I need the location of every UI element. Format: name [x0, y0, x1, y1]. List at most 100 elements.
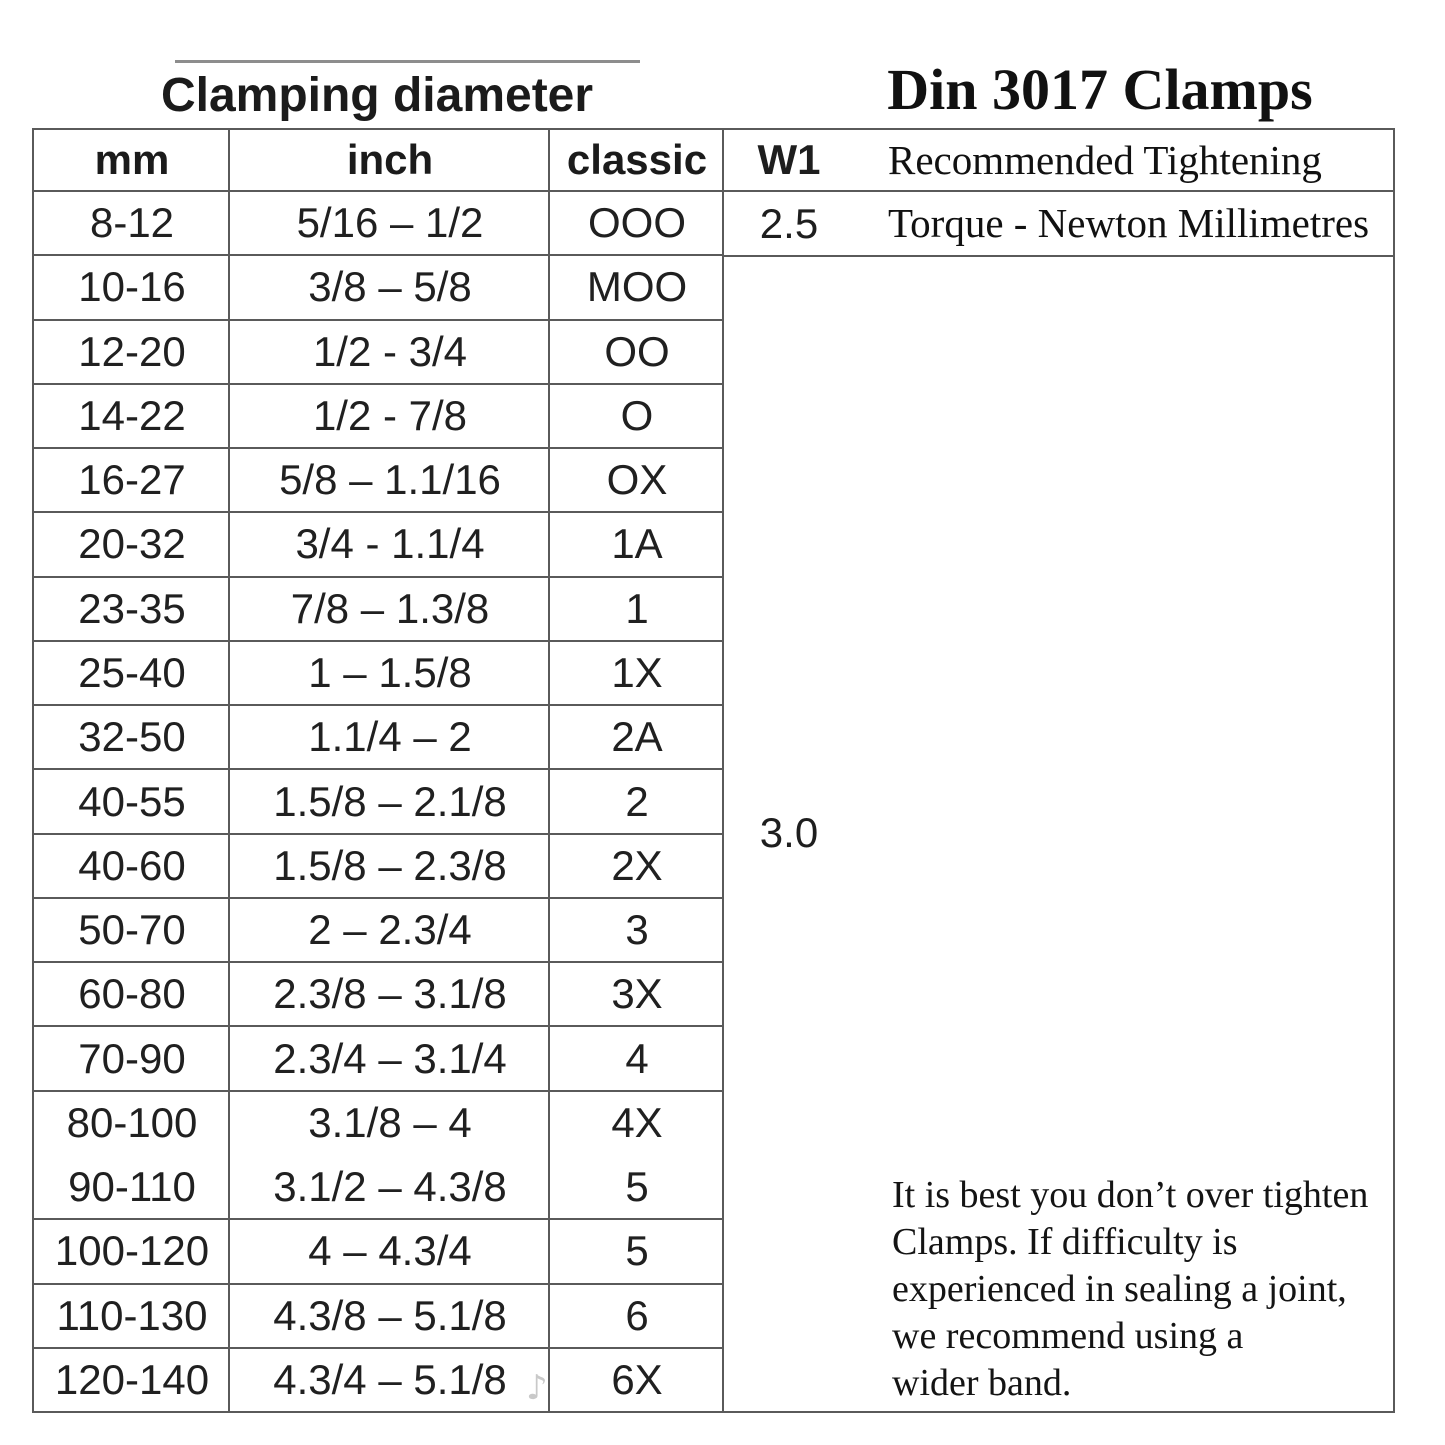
cell-inch: 2.3/8 – 3.1/8: [273, 970, 507, 1018]
cell-mm: 80-100: [66, 1098, 198, 1146]
cell-classic: 3: [625, 906, 649, 954]
cell-mm: 60-80: [78, 970, 186, 1018]
w1-value-merged: 3.0: [759, 809, 819, 856]
header-underline: [34, 190, 1393, 192]
cell-inch: 1 – 1.5/8: [308, 648, 472, 696]
cell-classic: 2: [625, 777, 649, 825]
cell-mm: 90-110: [68, 1163, 196, 1211]
cell-inch: 3.1/8 – 4: [308, 1098, 472, 1146]
table-row: 100-120 4 – 4.3/4 5: [34, 1218, 724, 1282]
table-row: 14-22 1/2 - 7/8 O: [34, 382, 724, 447]
column-header-inch: inch: [346, 136, 434, 183]
cell-mm: 40-55: [78, 777, 186, 825]
table-row: 8-12 5/16 – 1/2 OOO: [34, 192, 724, 254]
cell-mm: 120-140: [54, 1355, 210, 1403]
cell-inch: 1.5/8 – 2.3/8: [273, 841, 507, 889]
note-line: It is best you don’t over tighten: [892, 1174, 1369, 1216]
cell-classic: 2A: [611, 713, 663, 761]
table-row: 110-130 4.3/8 – 5.1/8 6: [34, 1282, 724, 1347]
cell-mm: 20-32: [78, 520, 186, 568]
cell-classic: 1A: [611, 520, 663, 568]
cell-classic: O: [620, 391, 654, 439]
table-row: 90-110 3.1/2 – 4.3/8 5: [34, 1154, 724, 1218]
right-region-divider: [724, 255, 1393, 257]
cell-inch: 5/8 – 1.1/16: [279, 456, 501, 504]
cell-mm: 14-22: [78, 391, 186, 439]
cell-mm: 10-16: [78, 263, 186, 311]
table-row: 12-20 1/2 - 3/4 OO: [34, 318, 724, 383]
cell-inch: 4 – 4.3/4: [308, 1227, 472, 1275]
cell-classic: 2X: [611, 841, 663, 889]
cell-mm: 23-35: [78, 584, 186, 632]
table-row: 25-40 1 – 1.5/8 1X: [34, 639, 724, 704]
cell-classic: 6: [625, 1291, 649, 1339]
clamping-table: mm inch classic 8-12 5/16 – 1/2 OOO 10-16 3/…: [32, 128, 1395, 1413]
cell-inch: 1.1/4 – 2: [308, 713, 472, 761]
title-overline: [175, 60, 640, 63]
cell-mm: 25-40: [78, 648, 186, 696]
note-line: we recommend using a: [892, 1315, 1244, 1357]
column-header-mm: mm: [94, 136, 170, 183]
divider-mm-inch: [228, 130, 230, 1411]
cell-mm: 8-12: [89, 199, 175, 247]
cell-classic: 3X: [611, 970, 663, 1018]
cell-mm: 40-60: [78, 841, 186, 889]
cell-mm: 100-120: [54, 1227, 210, 1275]
cell-classic: 1: [625, 584, 649, 632]
cell-classic: 6X: [611, 1355, 663, 1403]
table-row: 20-32 3/4 - 1.1/4 1A: [34, 511, 724, 575]
table-header-row: mm inch classic: [34, 130, 724, 190]
note-line: wider band.: [892, 1362, 1072, 1404]
table-row: 16-27 5/8 – 1.1/16 OX: [34, 447, 724, 511]
cell-mm: 70-90: [78, 1034, 186, 1082]
tightening-line-1: Recommended Tightening: [888, 137, 1322, 183]
cell-classic: 5: [625, 1163, 649, 1211]
page-title-clamping-diameter: Clamping diameter: [160, 69, 594, 122]
table-row: 60-80 2.3/8 – 3.1/8 3X: [34, 961, 724, 1025]
cell-inch: 1/2 - 7/8: [312, 391, 468, 439]
cell-classic: 5: [625, 1227, 649, 1275]
cell-classic: MOO: [586, 263, 688, 311]
cell-classic: 1X: [611, 648, 663, 696]
cell-inch: 5/16 – 1/2: [296, 199, 484, 247]
tightening-line-2: Torque - Newton Millimetres: [888, 200, 1370, 246]
cell-mm: 12-20: [78, 327, 186, 375]
cell-mm: 110-130: [56, 1291, 208, 1339]
table-row: 23-35 7/8 – 1.3/8 1: [34, 575, 724, 640]
cell-mm: 16-27: [78, 456, 186, 504]
table-row: 80-100 3.1/8 – 4 4X: [34, 1089, 724, 1154]
cell-inch: 4.3/4 – 5.1/8: [273, 1355, 507, 1403]
cell-inch: 4.3/8 – 5.1/8: [273, 1291, 507, 1339]
table-row: 70-90 2.3/4 – 3.1/4 4: [34, 1025, 724, 1089]
cell-classic: 4: [625, 1034, 649, 1082]
cell-inch: 3/4 - 1.1/4: [295, 520, 485, 568]
cell-inch: 1/2 - 3/4: [312, 327, 468, 375]
note-line: Clamps. If difficulty is: [892, 1221, 1238, 1263]
cell-classic: 4X: [611, 1098, 663, 1146]
cell-classic: OOO: [587, 199, 686, 247]
cell-mm: 32-50: [78, 713, 186, 761]
table-row: 40-60 1.5/8 – 2.3/8 2X: [34, 832, 724, 897]
cell-classic: OX: [606, 456, 668, 504]
cell-classic: OO: [604, 327, 670, 375]
cell-inch: 3/8 – 5/8: [308, 263, 472, 311]
note-text: It is best you don’t over tighten Clamps.…: [892, 1172, 1368, 1407]
table-row: 120-140 4.3/4 – 5.1/8 6X: [34, 1346, 724, 1411]
cell-mm: 50-70: [78, 906, 186, 954]
cell-inch: 2.3/4 – 3.1/4: [273, 1034, 507, 1082]
note-line: experienced in sealing a joint,: [892, 1268, 1347, 1310]
table-row: 50-70 2 – 2.3/4 3: [34, 896, 724, 961]
divider-classic-w1: [722, 130, 724, 1411]
page-title-din-3017-clamps: Din 3017 Clamps: [887, 57, 1313, 122]
music-note-artifact: ♪: [526, 1368, 548, 1408]
table-row: 40-55 1.5/8 – 2.1/8 2: [34, 768, 724, 832]
divider-inch-classic: [548, 130, 550, 1411]
cell-inch: 7/8 – 1.3/8: [290, 584, 490, 632]
w1-value-first: 2.5: [759, 200, 819, 247]
table-row: 10-16 3/8 – 5/8 MOO: [34, 254, 724, 318]
table-rows: 8-12 5/16 – 1/2 OOO 10-16 3/8 – 5/8 MOO 12-20 1…: [34, 192, 724, 1411]
cell-inch: 1.5/8 – 2.1/8: [273, 777, 507, 825]
column-header-classic: classic: [566, 136, 708, 183]
column-header-w1: W1: [757, 136, 821, 183]
